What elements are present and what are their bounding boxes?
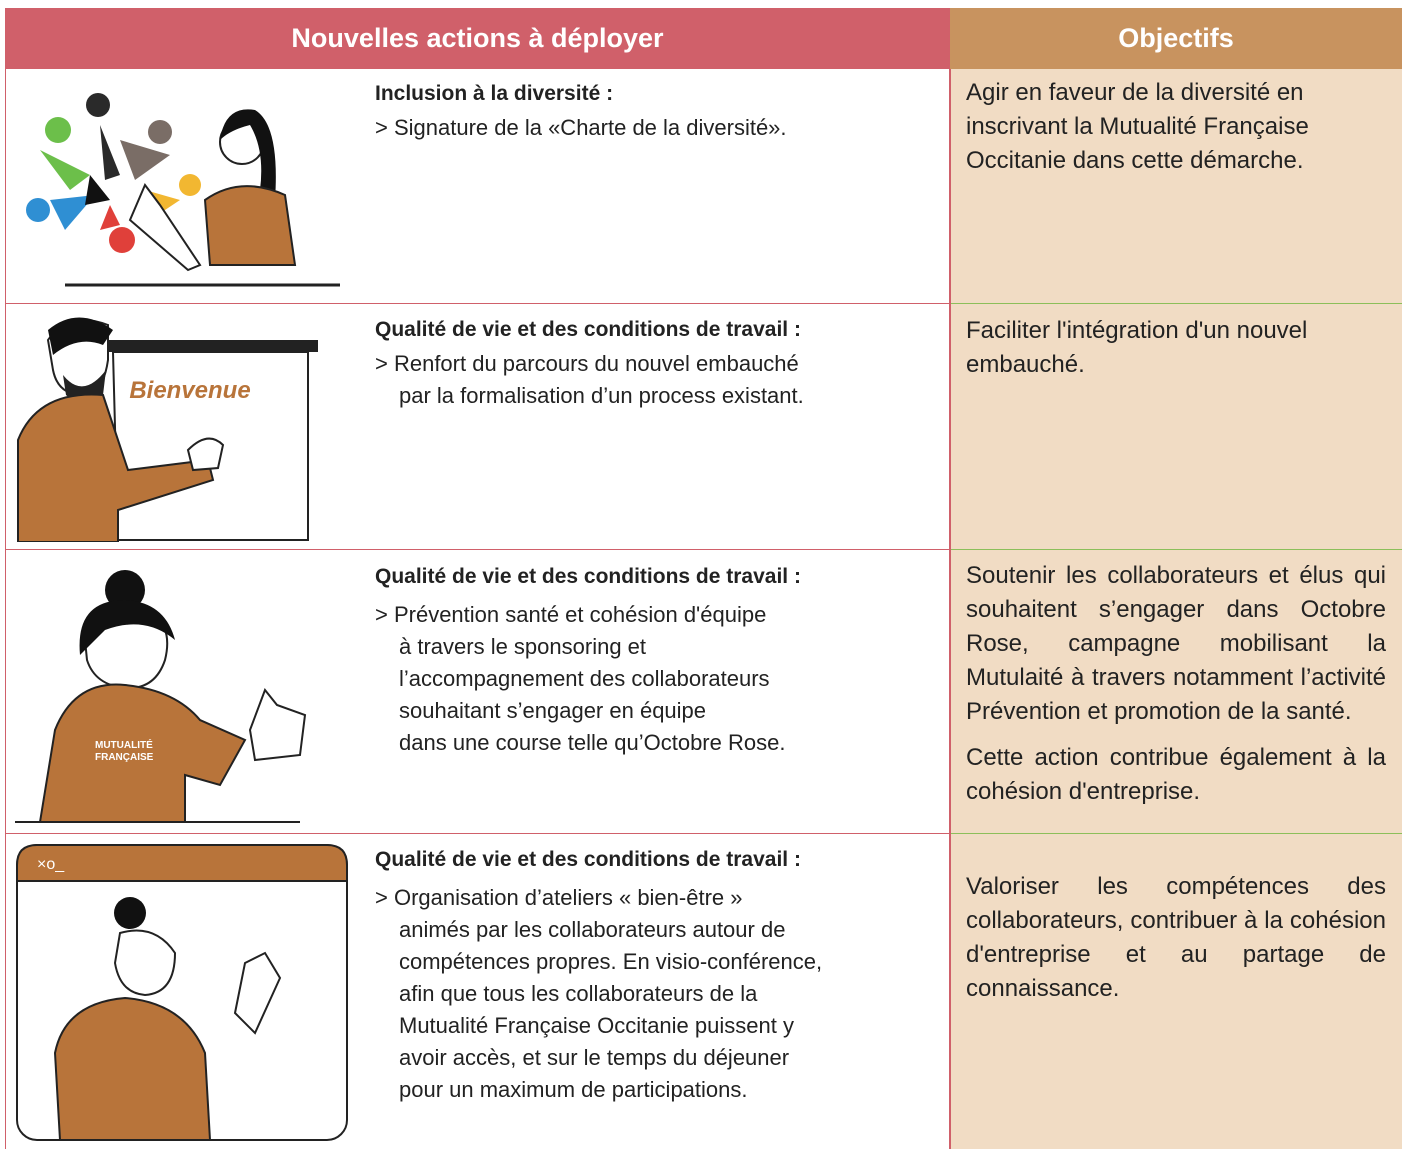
row-separator [951,549,1402,550]
illustration-team: MUTUALITÉ FRANÇAISE [15,570,307,823]
objective-text: Soutenir les collaborateurs et élus qui … [966,562,1386,725]
action-line: > Renfort du parcours du nouvel embauché [375,351,799,376]
header-objectives: Objectifs [950,8,1402,69]
row-separator [5,833,950,834]
row-separator [5,549,950,550]
objective-cell: Agir en faveur de la diversité en inscri… [966,76,1386,190]
objective-text: Valoriser les compétences des collaborat… [966,873,1386,1002]
objective-text: Faciliter l'intégration d'un nouvel emba… [966,317,1308,378]
action-line: pour un maximum de participations. [399,1077,748,1102]
action-line: dans une course telle qu’Octobre Rose. [399,730,786,755]
action-cell: Qualité de vie et des conditions de trav… [375,318,945,412]
action-line: compétences propres. En visio-conférence… [399,949,823,974]
action-line: afin que tous les collaborateurs de la [399,981,758,1006]
row-separator [5,303,950,304]
objective-cell: Soutenir les collaborateurs et élus qui … [966,559,1386,821]
action-title: Qualité de vie et des conditions de trav… [375,318,801,341]
border [5,69,6,1149]
action-line: à travers le sponsoring et [399,634,647,659]
objective-background [950,69,1402,1149]
objective-cell: Faciliter l'intégration d'un nouvel emba… [966,314,1386,394]
border [949,69,951,1149]
action-title: Qualité de vie et des conditions de trav… [375,565,801,588]
row-separator [951,303,1402,304]
action-line: l’accompagnement des collaborateurs [399,666,770,691]
action-line: par la formalisation d’un process exista… [399,383,804,408]
illustration-welcome: Bienvenue [17,317,318,542]
action-cell: Qualité de vie et des conditions de trav… [375,848,945,1106]
action-cell: Inclusion à la diversité : > Signature d… [375,82,945,144]
image-text: MUTUALITÉ [95,738,153,751]
illustration-visio: ×o_ [16,844,348,1141]
action-line: souhaitant s’engager en équipe [399,698,707,723]
action-line: Mutualité Française Occitanie puissent y [399,1013,794,1038]
illustration-diversity [26,93,340,287]
image-text: ×o_ [37,856,65,873]
action-line: avoir accès, et sur le temps du déjeuner [399,1045,790,1070]
objective-cell: Valoriser les compétences des collaborat… [966,870,1386,1018]
action-line: > Organisation d’ateliers « bien-être » [375,885,743,910]
action-title: Inclusion à la diversité : [375,82,614,105]
action-line: > Signature de la «Charte de la diversit… [375,115,787,140]
action-title: Qualité de vie et des conditions de trav… [375,848,801,871]
objective-text: Cette action contribue également à la co… [966,744,1386,805]
action-line: animés par les collaborateurs autour de [399,917,786,942]
action-cell: Qualité de vie et des conditions de trav… [375,565,945,759]
image-text: FRANÇAISE [95,752,154,763]
image-text: Bienvenue [129,377,250,404]
action-line: > Prévention santé et cohésion d'équipe [375,602,767,627]
objective-text: Agir en faveur de la diversité en inscri… [966,79,1309,174]
header-actions: Nouvelles actions à déployer [5,8,950,69]
row-separator [951,833,1402,834]
